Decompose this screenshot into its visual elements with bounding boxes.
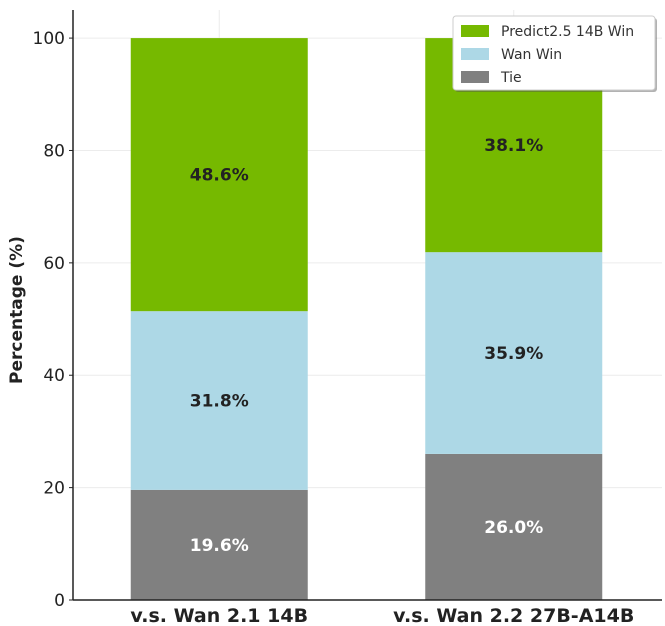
y-axis-label: Percentage (%) <box>7 236 27 384</box>
legend-swatch <box>461 25 489 37</box>
bar-segment <box>425 252 603 454</box>
data-label: 35.9% <box>484 344 543 364</box>
bar-segment <box>130 38 308 312</box>
y-tick-label: 0 <box>54 591 65 611</box>
legend-label: Tie <box>500 70 522 86</box>
y-tick-label: 20 <box>43 479 65 499</box>
data-label: 48.6% <box>190 166 249 186</box>
x-tick-label: v.s. Wan 2.1 14B <box>130 605 308 626</box>
y-tick-label: 100 <box>33 29 65 49</box>
legend-box <box>452 15 656 91</box>
data-label: 38.1% <box>484 136 543 156</box>
x-tick-label: v.s. Wan 2.2 27B-A14B <box>393 605 634 626</box>
legend-label: Predict2.5 14B Win <box>501 24 634 40</box>
legend-swatch <box>461 71 489 83</box>
data-label: 26.0% <box>484 518 543 538</box>
bar-segment <box>425 453 603 600</box>
y-tick-label: 40 <box>43 366 65 386</box>
legend-label: Wan Win <box>501 47 562 63</box>
bar-segment <box>130 311 308 490</box>
data-label: 31.8% <box>190 392 249 412</box>
data-label: 19.6% <box>190 536 249 556</box>
y-tick-label: 80 <box>43 141 65 161</box>
bar-segment <box>130 489 308 600</box>
y-tick-label: 60 <box>43 254 65 274</box>
legend-swatch <box>461 48 489 60</box>
